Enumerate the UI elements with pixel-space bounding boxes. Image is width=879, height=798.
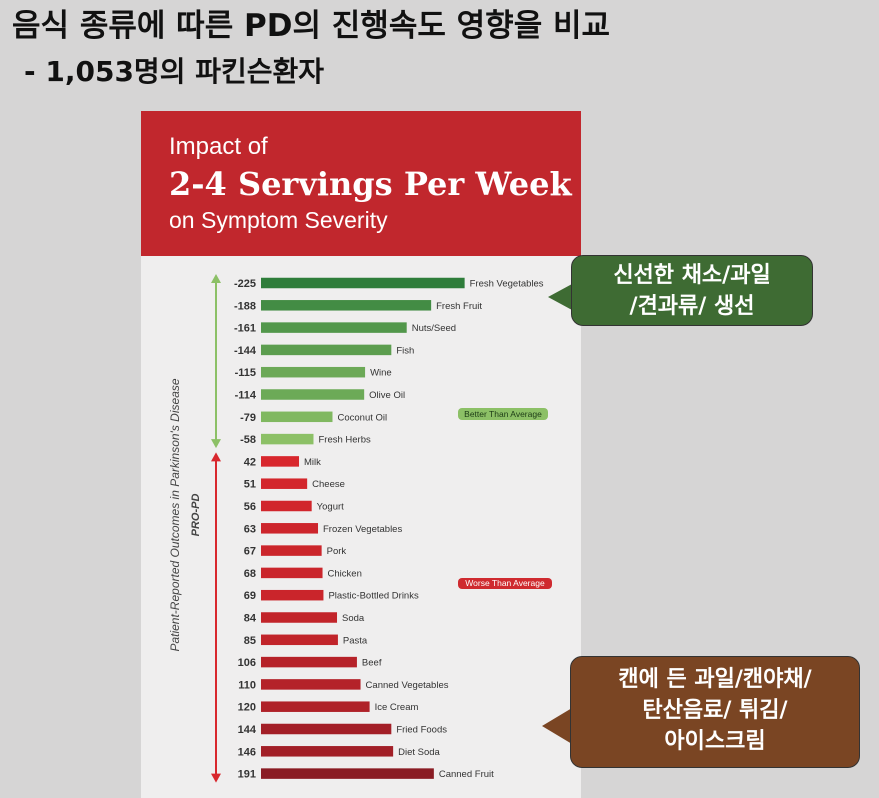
category-label: Fried Foods bbox=[396, 725, 447, 736]
value-label: -58 bbox=[240, 434, 256, 446]
category-label: Canned Fruit bbox=[439, 769, 494, 780]
category-label: Yogurt bbox=[317, 502, 344, 513]
value-label: -161 bbox=[234, 323, 256, 335]
legend-label: Worse Than Average bbox=[465, 578, 545, 588]
bar bbox=[261, 344, 392, 356]
category-label: Soda bbox=[342, 613, 365, 624]
value-label: 85 bbox=[244, 635, 256, 647]
callout-brown-line: 아이스크림 bbox=[664, 729, 766, 754]
bar bbox=[261, 701, 370, 712]
value-label: -225 bbox=[234, 278, 256, 290]
legend-pill bbox=[458, 578, 552, 589]
category-label: Diet Soda bbox=[398, 747, 440, 758]
category-label: Fresh Vegetables bbox=[470, 279, 544, 290]
bar bbox=[261, 456, 300, 467]
banner-line1: Impact of bbox=[169, 133, 268, 160]
bar bbox=[261, 389, 365, 400]
value-label: -144 bbox=[234, 345, 257, 357]
value-label: 106 bbox=[238, 657, 256, 669]
category-label: Coconut Oil bbox=[337, 412, 387, 423]
category-label: Milk bbox=[304, 457, 321, 468]
bar bbox=[261, 634, 338, 646]
value-label: 42 bbox=[244, 456, 256, 468]
slide-subtitle: - 1,053명의 파킨슨환자 bbox=[24, 55, 325, 88]
bar bbox=[261, 433, 314, 445]
bar bbox=[261, 545, 322, 556]
bar bbox=[261, 366, 366, 378]
category-label: Fresh Fruit bbox=[436, 301, 482, 312]
callout-brown-pointer bbox=[542, 708, 572, 744]
bar bbox=[261, 768, 434, 779]
worse-arrow-head bbox=[211, 773, 221, 783]
slide-title: 음식 종류에 따른 PD의 진행속도 영향을 비교 bbox=[12, 8, 611, 44]
value-label: 56 bbox=[244, 501, 256, 513]
banner-line2: 2-4 Servings Per Week bbox=[169, 165, 572, 203]
bar bbox=[261, 322, 407, 333]
category-label: Canned Vegetables bbox=[366, 680, 449, 691]
bar bbox=[261, 589, 324, 601]
callout-healthy-foods: 신선한 채소/과일 /견과류/ 생선 bbox=[571, 255, 813, 326]
value-label: 110 bbox=[238, 679, 256, 691]
value-label: -114 bbox=[235, 390, 257, 402]
value-label: 191 bbox=[238, 769, 256, 781]
category-label: Plastic-Bottled Drinks bbox=[328, 591, 419, 602]
category-label: Ice Cream bbox=[375, 702, 419, 713]
category-label: Chicken bbox=[328, 568, 362, 579]
category-label: Nuts/Seed bbox=[412, 323, 456, 334]
bar bbox=[261, 612, 338, 623]
value-label: 144 bbox=[238, 724, 257, 736]
better-arrow-head bbox=[211, 274, 221, 283]
bar bbox=[261, 656, 357, 668]
bar bbox=[261, 567, 323, 579]
category-label: Pasta bbox=[343, 635, 368, 646]
value-label: -79 bbox=[240, 412, 256, 424]
callout-brown-line: 탄산음료/ 튀김/ bbox=[642, 698, 788, 723]
bar bbox=[261, 723, 392, 735]
callout-unhealthy-foods: 캔에 든 과일/캔야채/ 탄산음료/ 튀김/ 아이스크림 bbox=[570, 656, 860, 768]
category-label: Fish bbox=[396, 345, 414, 356]
value-label: 69 bbox=[244, 590, 256, 602]
category-label: Cheese bbox=[312, 479, 345, 490]
bar bbox=[261, 746, 394, 757]
category-label: Frozen Vegetables bbox=[323, 524, 402, 535]
value-label: 120 bbox=[238, 702, 256, 714]
banner-line3: on Symptom Severity bbox=[169, 207, 388, 233]
bar bbox=[261, 300, 432, 311]
callout-brown-line: 캔에 든 과일/캔야채/ bbox=[618, 667, 812, 692]
legend-label: Better Than Average bbox=[464, 409, 542, 419]
value-label: 68 bbox=[244, 568, 256, 580]
bar bbox=[261, 277, 465, 289]
bar bbox=[261, 523, 319, 534]
value-label: 51 bbox=[244, 479, 256, 491]
callout-green-pointer bbox=[548, 284, 572, 310]
bar bbox=[261, 679, 361, 690]
callout-green-line: /견과류/ 생선 bbox=[629, 294, 755, 319]
bar bbox=[261, 500, 312, 512]
bar bbox=[261, 478, 308, 489]
legend-pill bbox=[458, 408, 548, 420]
value-label: 67 bbox=[244, 546, 256, 558]
value-label: -115 bbox=[235, 367, 256, 379]
better-arrow-head bbox=[211, 439, 221, 449]
worse-arrow-head bbox=[211, 452, 221, 462]
value-label: 63 bbox=[244, 523, 256, 535]
category-label: Beef bbox=[362, 658, 382, 669]
callout-green-line: 신선한 채소/과일 bbox=[613, 263, 771, 288]
category-label: Wine bbox=[370, 368, 392, 379]
value-label: 84 bbox=[244, 613, 257, 625]
category-label: Pork bbox=[327, 546, 347, 557]
category-label: Olive Oil bbox=[369, 390, 405, 401]
category-label: Fresh Herbs bbox=[318, 435, 371, 446]
title-banner: Impact of 2-4 Servings Per Week on Sympt… bbox=[141, 111, 581, 256]
value-label: 146 bbox=[238, 746, 256, 758]
infographic: Impact of 2-4 Servings Per Week on Sympt… bbox=[141, 111, 581, 798]
value-label: -188 bbox=[234, 300, 256, 312]
bar bbox=[261, 411, 333, 423]
